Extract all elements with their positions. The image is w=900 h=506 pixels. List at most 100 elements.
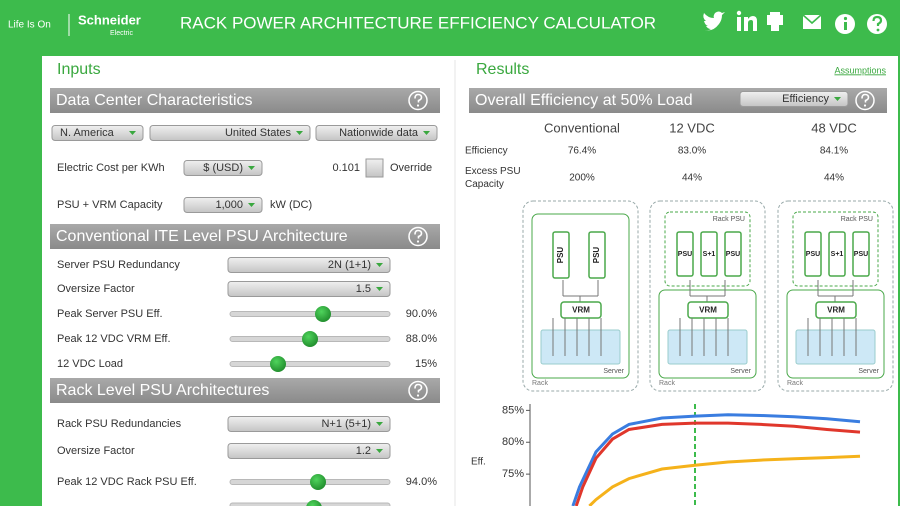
dropdown-value: 1.5 — [356, 283, 371, 295]
section-title: Overall Efficiency at 50% Load — [475, 92, 693, 109]
help-glyph-dot — [416, 394, 420, 397]
y-tick-label: 85% — [502, 404, 524, 416]
override-checkbox[interactable] — [365, 158, 384, 178]
dropdown-arrow — [376, 263, 383, 267]
psu-box — [588, 231, 606, 279]
psu-box — [700, 231, 718, 277]
input-label: Electric Cost per KWh — [57, 162, 165, 174]
dropdown[interactable] — [739, 91, 849, 107]
bus-line — [562, 280, 599, 302]
psu-box — [676, 231, 694, 277]
slider-knob[interactable] — [315, 306, 331, 322]
psu-box — [552, 231, 570, 279]
slider-value: 90.0% — [406, 308, 437, 320]
input-label: Oversize Factor — [57, 283, 135, 295]
row-label: Efficiency — [465, 146, 508, 157]
dropdown[interactable] — [51, 125, 144, 141]
dropdown[interactable] — [227, 416, 391, 432]
dropdown[interactable] — [227, 443, 391, 459]
load-box — [667, 329, 748, 365]
server-box — [531, 213, 630, 379]
psu-label: PSU — [854, 251, 868, 258]
linkedin-dot — [736, 10, 742, 16]
brand: Schneider — [78, 12, 141, 27]
linkedin-icon[interactable] — [737, 17, 741, 31]
dropdown-value: United States — [225, 127, 292, 139]
efficiency-line — [571, 413, 861, 506]
help-glyph-dot — [416, 240, 420, 243]
dropdown[interactable] — [183, 160, 263, 176]
psu-box — [724, 231, 742, 277]
architecture-diagram: Rack Server Rack PSU PSU S+1 PSU VRM — [777, 200, 894, 392]
slider-knob[interactable] — [306, 500, 322, 506]
dropdown-value: N+1 (5+1) — [321, 418, 371, 430]
vrm-label: VRM — [699, 306, 717, 315]
dropdown[interactable] — [183, 197, 263, 213]
rack-psu-box — [664, 211, 751, 287]
vrm-box — [687, 301, 729, 319]
y-tick-label: 80% — [502, 436, 524, 448]
assumptions-link[interactable]: Assumptions — [834, 65, 886, 75]
dropdown[interactable] — [227, 257, 391, 273]
help-button[interactable] — [408, 226, 428, 247]
help-glyph-dot — [876, 28, 880, 32]
dropdown-value: Nationwide data — [339, 127, 419, 139]
dropdown[interactable] — [227, 281, 391, 297]
help-button[interactable] — [408, 380, 428, 401]
app-title: RACK POWER ARCHITECTURE EFFICIENCY CALCU… — [180, 13, 656, 32]
dropdown-value: 1,000 — [215, 199, 243, 211]
help-button[interactable] — [855, 90, 875, 111]
bus-line — [817, 280, 854, 302]
info-glyph-dot — [843, 16, 848, 21]
slider-knob[interactable] — [270, 356, 286, 372]
slider-knob[interactable] — [310, 474, 326, 490]
input-label: Server PSU Redundancy — [57, 259, 180, 271]
column-header: 12 VDC — [669, 120, 715, 135]
twitter-icon[interactable] — [703, 11, 725, 31]
slider-value: 15% — [415, 358, 437, 370]
vrm-box — [560, 301, 602, 319]
rack-psu-box — [792, 211, 879, 287]
section-header — [50, 378, 440, 403]
dropdown-value: 2N (1+1) — [328, 259, 371, 271]
column-header: Conventional — [544, 120, 620, 135]
rack-label: Rack — [659, 380, 675, 387]
y-axis-label: Eff. — [471, 457, 486, 468]
result-value: 44% — [824, 173, 844, 184]
dropdown[interactable] — [149, 125, 311, 141]
slider-knob[interactable] — [302, 331, 318, 347]
bus-line — [689, 280, 726, 302]
help-glyph — [414, 383, 423, 393]
dropdown-arrow — [834, 97, 841, 101]
psu-label: PSU — [556, 247, 565, 264]
psu-label: S+1 — [703, 251, 716, 258]
input-label: Peak Server PSU Eff. — [57, 308, 163, 320]
tagline: Life Is On — [8, 20, 51, 31]
rack-outline — [777, 200, 894, 392]
dropdown[interactable] — [315, 125, 438, 141]
brand-sub: Electric — [110, 30, 133, 37]
help-glyph — [414, 229, 423, 239]
dropdown-arrow — [248, 166, 255, 170]
vrm-box — [815, 301, 857, 319]
y-tick-label: 75% — [502, 468, 524, 480]
plot-area — [571, 413, 861, 506]
input-label: Rack PSU Redundancies — [57, 418, 182, 430]
rack-label: Rack — [787, 380, 803, 387]
architecture-diagram: Rack Server Rack PSU PSU S+1 PSU VRM — [649, 200, 766, 392]
help-button[interactable] — [408, 90, 428, 111]
psu-label: PSU — [592, 247, 601, 264]
input-label: Peak 12 VDC Rack PSU Eff. — [57, 476, 197, 488]
rack-label: Rack — [532, 380, 548, 387]
print-icon[interactable] — [767, 12, 783, 31]
input-value: 0.101 — [332, 162, 360, 174]
slider-track — [229, 311, 391, 317]
result-value: 200% — [569, 173, 595, 184]
input-label: Peak 12 VDC VRM Eff. — [57, 333, 171, 345]
psu-box — [804, 231, 822, 277]
result-value: 76.4% — [568, 146, 596, 157]
dropdown-value: Efficiency — [782, 93, 829, 105]
result-value: 44% — [682, 173, 702, 184]
